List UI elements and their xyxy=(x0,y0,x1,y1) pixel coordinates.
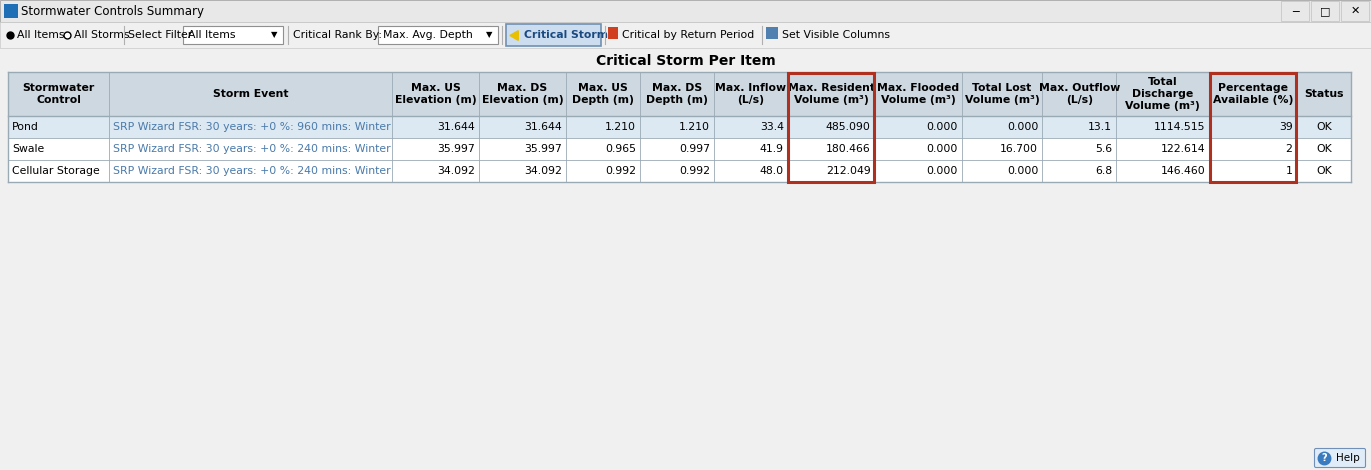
Text: 1.210: 1.210 xyxy=(605,122,636,132)
Text: Select Filter: Select Filter xyxy=(128,30,192,40)
Bar xyxy=(1281,1,1309,21)
Text: 0.000: 0.000 xyxy=(927,166,958,176)
Text: Stormwater Controls Summary: Stormwater Controls Summary xyxy=(21,5,204,17)
Text: □: □ xyxy=(1320,6,1330,16)
Text: 48.0: 48.0 xyxy=(760,166,784,176)
Text: All Items: All Items xyxy=(188,30,236,40)
Text: 0.997: 0.997 xyxy=(679,144,710,154)
Bar xyxy=(8,138,1350,160)
Text: Max. DS
Depth (m): Max. DS Depth (m) xyxy=(646,83,707,105)
Text: 485.090: 485.090 xyxy=(825,122,871,132)
Text: 1.210: 1.210 xyxy=(679,122,710,132)
Text: ▼: ▼ xyxy=(485,31,492,39)
Bar xyxy=(0,22,1371,48)
Text: 122.614: 122.614 xyxy=(1161,144,1205,154)
Text: 0.000: 0.000 xyxy=(1006,122,1038,132)
FancyBboxPatch shape xyxy=(1315,448,1366,468)
Text: 16.700: 16.700 xyxy=(1001,144,1038,154)
Bar xyxy=(0,0,1371,22)
Text: Swale: Swale xyxy=(12,144,44,154)
Text: OK: OK xyxy=(1316,166,1331,176)
Bar xyxy=(1341,1,1370,21)
Text: 212.049: 212.049 xyxy=(827,166,871,176)
Text: OK: OK xyxy=(1316,122,1331,132)
Text: 0.992: 0.992 xyxy=(679,166,710,176)
Text: Max. DS
Elevation (m): Max. DS Elevation (m) xyxy=(481,83,563,105)
Text: 41.9: 41.9 xyxy=(760,144,784,154)
Text: SRP Wizard FSR: 30 years: +0 %: 240 mins: Winter: SRP Wizard FSR: 30 years: +0 %: 240 mins… xyxy=(114,166,391,176)
Text: All Storms: All Storms xyxy=(74,30,129,40)
Bar xyxy=(788,160,875,182)
Text: 34.092: 34.092 xyxy=(437,166,474,176)
Text: Total Lost
Volume (m³): Total Lost Volume (m³) xyxy=(965,83,1039,105)
Text: Critical by Return Period: Critical by Return Period xyxy=(622,30,754,40)
Text: Critical Rank By:: Critical Rank By: xyxy=(293,30,383,40)
Text: Max. US
Depth (m): Max. US Depth (m) xyxy=(572,83,633,105)
Text: Max. Resident
Volume (m³): Max. Resident Volume (m³) xyxy=(788,83,875,105)
Text: 0.000: 0.000 xyxy=(1006,166,1038,176)
Bar xyxy=(1311,1,1339,21)
Bar xyxy=(1209,116,1297,138)
Text: Cellular Storage: Cellular Storage xyxy=(12,166,100,176)
Text: ─: ─ xyxy=(1291,6,1298,16)
Text: Pond: Pond xyxy=(12,122,38,132)
Bar xyxy=(1209,138,1297,160)
Text: Total
Discharge
Volume (m³): Total Discharge Volume (m³) xyxy=(1126,78,1200,110)
Bar xyxy=(8,116,1350,138)
Text: Status: Status xyxy=(1304,89,1344,99)
Text: 1114.515: 1114.515 xyxy=(1154,122,1205,132)
Text: Help: Help xyxy=(1335,453,1360,463)
Text: 1: 1 xyxy=(1286,166,1293,176)
Bar xyxy=(766,27,777,39)
Bar xyxy=(8,160,1350,182)
FancyBboxPatch shape xyxy=(378,26,498,44)
Text: 33.4: 33.4 xyxy=(760,122,784,132)
Text: 35.997: 35.997 xyxy=(524,144,562,154)
Text: 0.000: 0.000 xyxy=(927,144,958,154)
Text: SRP Wizard FSR: 30 years: +0 %: 240 mins: Winter: SRP Wizard FSR: 30 years: +0 %: 240 mins… xyxy=(114,144,391,154)
Text: Storm Event: Storm Event xyxy=(213,89,288,99)
Text: 34.092: 34.092 xyxy=(524,166,562,176)
Text: Critical Storm Per Item: Critical Storm Per Item xyxy=(595,54,776,68)
Text: Max. Inflow
(L/s): Max. Inflow (L/s) xyxy=(716,83,787,105)
Bar xyxy=(788,138,875,160)
Text: 180.466: 180.466 xyxy=(827,144,871,154)
Text: 0.992: 0.992 xyxy=(605,166,636,176)
Text: 6.8: 6.8 xyxy=(1095,166,1112,176)
Text: OK: OK xyxy=(1316,144,1331,154)
Text: 13.1: 13.1 xyxy=(1089,122,1112,132)
Bar xyxy=(788,72,875,181)
Text: 2: 2 xyxy=(1286,144,1293,154)
Text: 146.460: 146.460 xyxy=(1161,166,1205,176)
Text: SRP Wizard FSR: 30 years: +0 %: 960 mins: Winter: SRP Wizard FSR: 30 years: +0 %: 960 mins… xyxy=(114,122,391,132)
Text: Max. Avg. Depth: Max. Avg. Depth xyxy=(383,30,473,40)
FancyBboxPatch shape xyxy=(182,26,282,44)
Text: Stormwater
Control: Stormwater Control xyxy=(22,83,95,105)
Text: 35.997: 35.997 xyxy=(437,144,474,154)
Text: 0.000: 0.000 xyxy=(927,122,958,132)
Bar xyxy=(788,116,875,138)
Text: Critical Storm: Critical Storm xyxy=(524,30,607,40)
Text: 5.6: 5.6 xyxy=(1095,144,1112,154)
Bar xyxy=(1211,72,1296,181)
Text: 31.644: 31.644 xyxy=(437,122,474,132)
Text: Max. Outflow
(L/s): Max. Outflow (L/s) xyxy=(1038,83,1120,105)
Text: ?: ? xyxy=(1322,453,1327,463)
Bar xyxy=(8,72,1350,116)
Text: Max. Flooded
Volume (m³): Max. Flooded Volume (m³) xyxy=(877,83,960,105)
Text: Max. US
Elevation (m): Max. US Elevation (m) xyxy=(395,83,476,105)
Bar xyxy=(1209,160,1297,182)
Bar xyxy=(607,27,618,39)
Text: ✕: ✕ xyxy=(1350,6,1360,16)
Text: 39: 39 xyxy=(1279,122,1293,132)
Text: ▼: ▼ xyxy=(270,31,277,39)
Text: Percentage
Available (%): Percentage Available (%) xyxy=(1213,83,1293,105)
Bar xyxy=(4,4,18,18)
Text: All Items: All Items xyxy=(16,30,64,40)
Text: 0.965: 0.965 xyxy=(605,144,636,154)
FancyBboxPatch shape xyxy=(506,24,600,46)
Text: Set Visible Columns: Set Visible Columns xyxy=(781,30,890,40)
Text: 31.644: 31.644 xyxy=(524,122,562,132)
